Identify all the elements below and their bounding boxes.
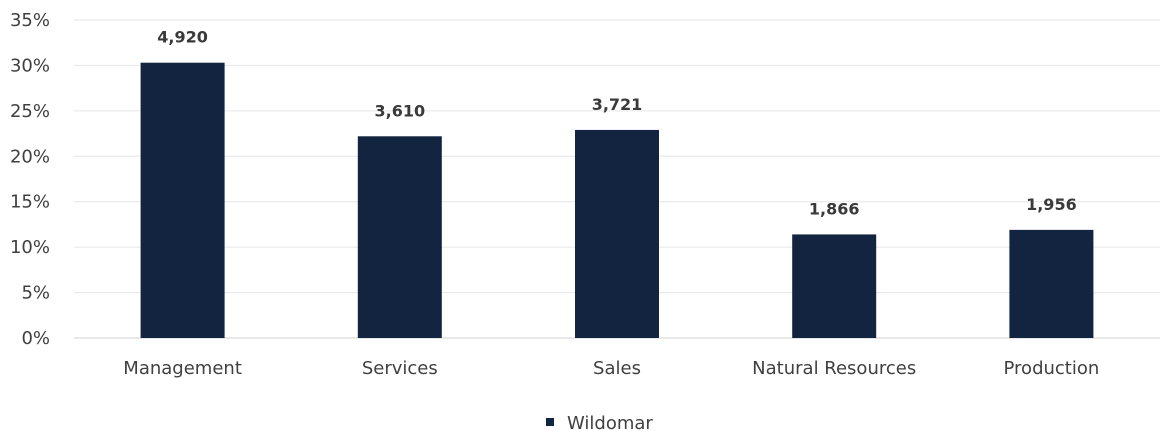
legend-swatch (546, 418, 554, 426)
legend-label: Wildomar (567, 413, 653, 431)
y-tick-label: 0% (21, 328, 50, 349)
y-axis-tick-labels: 0% 5% 10% 15% 20% 25% 30% 35% (10, 10, 50, 349)
y-tick-label: 10% (10, 237, 50, 258)
y-tick-label: 5% (21, 283, 50, 304)
y-tick-label: 15% (10, 192, 50, 213)
x-tick-label: Management (123, 358, 242, 379)
y-tick-label: 25% (10, 101, 50, 122)
y-tick-label: 30% (10, 55, 50, 76)
x-tick-label: Production (1004, 358, 1100, 379)
data-label: 4,920 (157, 28, 208, 47)
bar (1009, 229, 1094, 338)
data-label: 3,721 (592, 95, 643, 114)
data-label: 3,610 (374, 101, 425, 120)
x-tick-label: Natural Resources (752, 358, 916, 379)
bar (357, 136, 442, 338)
bars (140, 62, 1094, 339)
data-label: 1,866 (809, 199, 860, 218)
y-tick-label: 35% (10, 10, 50, 31)
data-label: 1,956 (1026, 195, 1077, 214)
y-tick-label: 20% (10, 146, 50, 167)
bar (140, 62, 225, 339)
bar (575, 129, 659, 338)
legend: Wildomar (546, 413, 653, 431)
x-tick-label: Services (362, 358, 438, 379)
x-axis-category-labels: Management Services Sales Natural Resources… (123, 358, 1099, 379)
bar (792, 234, 877, 338)
x-tick-label: Sales (593, 358, 641, 379)
data-labels: 4,920 3,610 3,721 1,866 1,956 (157, 28, 1076, 219)
